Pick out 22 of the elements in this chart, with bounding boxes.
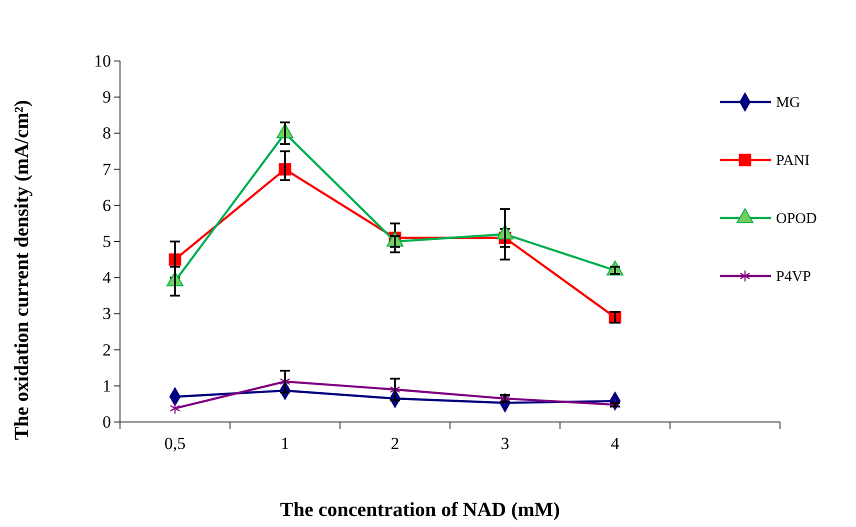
y-tick-label: 3 (102, 304, 111, 324)
y-tick-label: 5 (102, 232, 111, 251)
y-tick-label: 7 (102, 160, 112, 179)
y-tick-label: 4 (102, 268, 112, 288)
y-tick-label: 1 (102, 376, 111, 396)
legend-label: PANI (776, 153, 810, 169)
y-tick-label: 9 (102, 88, 111, 107)
legend-label: P4VP (776, 269, 812, 285)
x-tick-label: 1 (280, 434, 290, 453)
x-tick-label: 3 (500, 434, 510, 453)
y-tick-label: 10 (94, 51, 111, 70)
x-axis-title: The concentration of NAD (mM) (280, 499, 560, 521)
y-tick-label: 6 (102, 196, 111, 215)
legend-label: MG (776, 95, 800, 111)
x-tick-label: 4 (610, 434, 620, 453)
legend-label: OPOD (776, 211, 818, 227)
y-tick-label: 8 (102, 124, 111, 143)
x-tick-label: 2 (390, 434, 400, 453)
x-tick-label: 0,5 (164, 434, 186, 453)
y-tick-label: 2 (102, 340, 111, 360)
y-tick-label: 0 (102, 412, 111, 432)
y-axis-title: The oxidation current density (mA/cm²) (11, 100, 33, 440)
